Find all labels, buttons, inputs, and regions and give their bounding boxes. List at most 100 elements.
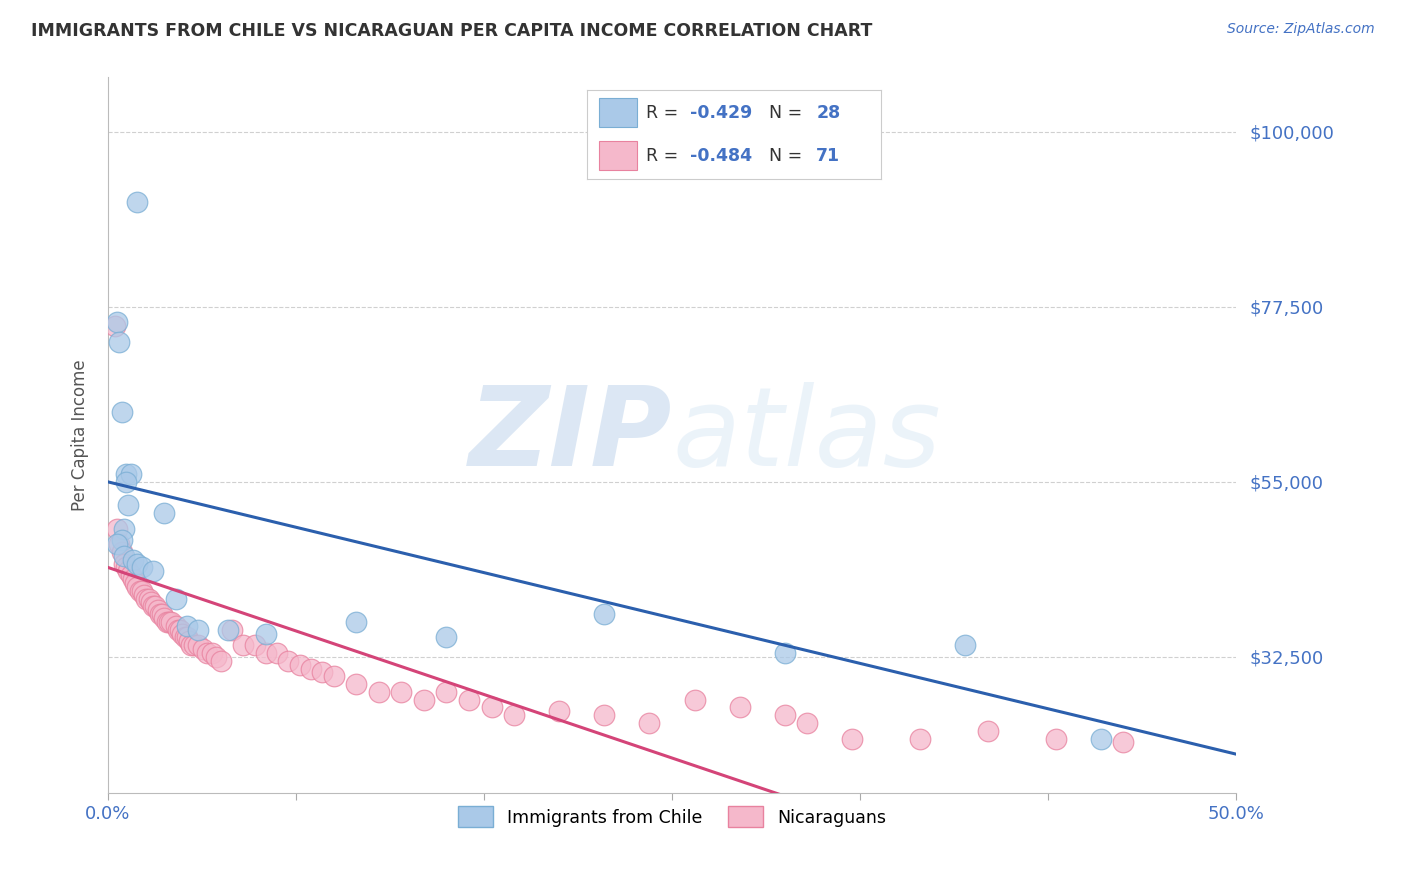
Point [127,580,149,594]
Point [481,700,503,714]
Point [183,638,205,652]
Point [115,560,138,574]
Text: Source: ZipAtlas.com: Source: ZipAtlas.com [1227,22,1375,37]
Point [908,731,931,746]
Point [121,572,143,586]
Point [773,646,796,660]
Point [153,506,176,520]
Point [172,626,194,640]
Point [142,599,165,614]
Point [977,723,1000,738]
Legend: Immigrants from Chile, Nicaraguans: Immigrants from Chile, Nicaraguans [451,799,893,834]
Point [112,557,135,571]
Point [121,552,143,566]
Point [145,599,167,614]
Point [311,665,333,680]
Point [112,549,135,563]
Point [176,631,198,645]
Point [149,607,172,621]
Point [299,662,322,676]
Point [187,623,209,637]
Point [160,615,183,629]
Point [434,685,457,699]
Point [124,576,146,591]
Point [165,591,187,606]
Point [105,537,128,551]
Text: IMMIGRANTS FROM CHILE VS NICARAGUAN PER CAPITA INCOME CORRELATION CHART: IMMIGRANTS FROM CHILE VS NICARAGUAN PER … [31,22,872,40]
Y-axis label: Per Capita Income: Per Capita Income [72,359,89,511]
Point [322,669,344,683]
Point [150,607,173,621]
Point [110,405,132,419]
Point [128,583,150,598]
Point [131,560,153,574]
Point [638,716,661,731]
Point [389,685,412,699]
Point [683,692,706,706]
Point [112,522,135,536]
Point [110,545,132,559]
Point [1112,735,1135,749]
Point [458,692,481,706]
Point [117,565,139,579]
Point [110,533,132,548]
Point [548,704,571,718]
Point [344,615,367,629]
Point [503,708,526,723]
Point [135,591,157,606]
Point [105,522,128,536]
Point [209,654,232,668]
Point [153,611,176,625]
Point [138,591,160,606]
Point [277,654,299,668]
Point [728,700,751,714]
Point [254,646,277,660]
Point [434,631,457,645]
Point [157,615,180,629]
Point [180,638,202,652]
Point [127,557,149,571]
Point [195,646,218,660]
Point [173,631,195,645]
Point [412,692,434,706]
Point [773,708,796,723]
Point [243,638,266,652]
Point [254,626,277,640]
Point [108,334,131,349]
Point [165,619,187,633]
Point [115,467,138,482]
Point [176,619,198,633]
Point [120,467,142,482]
Point [127,194,149,209]
Text: ZIP: ZIP [468,382,672,489]
Point [593,708,616,723]
Point [156,615,179,629]
Point [201,646,224,660]
Point [191,642,214,657]
Point [288,657,311,672]
Point [142,565,165,579]
Point [120,568,142,582]
Point [221,623,243,637]
Point [187,638,209,652]
Point [232,638,254,652]
Point [266,646,288,660]
Point [104,319,127,334]
Point [115,475,138,489]
Point [146,603,169,617]
Point [217,623,239,637]
Point [367,685,389,699]
Point [955,638,977,652]
Point [796,716,818,731]
Point [841,731,863,746]
Point [167,623,190,637]
Point [1045,731,1067,746]
Point [1090,731,1112,746]
Point [105,315,128,329]
Point [179,634,201,648]
Point [132,588,155,602]
Point [593,607,616,621]
Point [169,623,191,637]
Text: atlas: atlas [672,382,941,489]
Point [117,498,139,512]
